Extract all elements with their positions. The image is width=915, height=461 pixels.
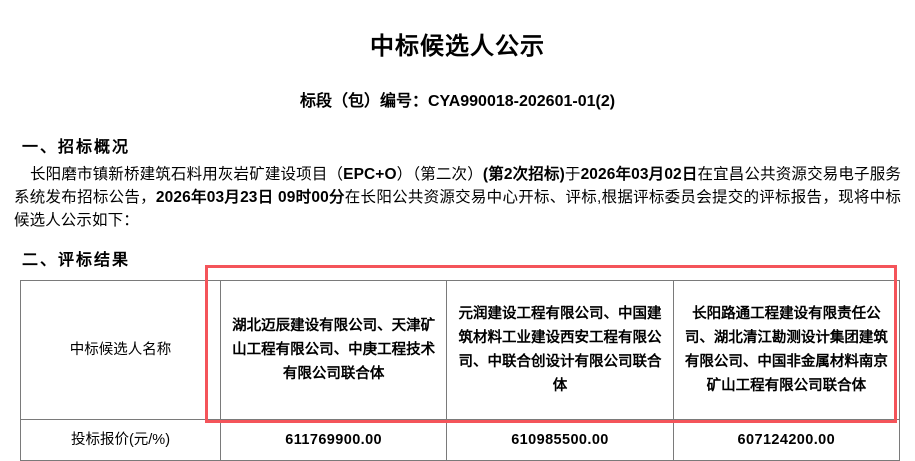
row-label-bid-price: 投标报价(元/%) [20,419,221,461]
bid-price-2: 610985500.00 [446,419,674,461]
section-heading-evaluation-result: 二、评标结果 [22,252,131,269]
row-label-candidate-name: 中标候选人名称 [20,280,221,420]
page-title: 中标候选人公示 [370,33,545,60]
table-row: 投标报价(元/%) 611769900.00 610985500.00 6071… [20,419,901,461]
document-page: 中标候选人公示 标段（包）编号：CYA990018-202601-01(2) 一… [0,33,915,461]
candidate-name-2: 元润建设工程有限公司、中国建筑材料工业建设西安工程有限公司、中联合创设计有限公司… [446,280,674,420]
paragraph-part-9: 在长阳公共资源交易中心开标、评标,根据评标委员会提交的评标报告，现将中标候选人公… [14,189,901,229]
bid-price-1: 611769900.00 [219,419,448,461]
paragraph-part-2-bold: EPC+O [343,166,397,183]
paragraph-part-8-bold: 2026年03月23日 09时00分 [155,189,345,206]
paragraph-part-1: 长阳磨市镇新桥建筑石料用灰岩矿建设项目（ [30,166,344,183]
table-row: 中标候选人名称 湖北迈辰建设有限公司、天津矿山工程有限公司、中庚工程技术有限公司… [20,280,901,420]
paragraph-part-7: 在宜昌公共资源交易电子服务系统发布招标公告， [14,166,901,206]
paragraph-part-6-bold: 2026年03月02日 [580,166,698,183]
evaluation-table-container: 中标候选人名称 湖北迈辰建设有限公司、天津矿山工程有限公司、中庚工程技术有限公司… [0,270,915,461]
overview-paragraph: 长阳磨市镇新桥建筑石料用灰岩矿建设项目（EPC+O）（第二次）(第2次招标)于2… [0,157,915,232]
section-package-number: 标段（包）编号：CYA990018-202601-01(2) [299,93,616,110]
evaluation-result-table: 中标候选人名称 湖北迈辰建设有限公司、天津矿山工程有限公司、中庚工程技术有限公司… [20,280,901,461]
candidate-name-3: 长阳路通工程建设有限责任公司、湖北清江勘测设计集团建筑有限公司、中国非金属材料南… [672,280,901,420]
section-heading-overview: 一、招标概况 [22,139,131,156]
paragraph-part-4-bold: (第2次招标) [482,166,565,183]
paragraph-part-3: ）（第二次） [396,166,483,183]
bid-price-3: 607124200.00 [672,419,901,461]
paragraph-part-5: 于 [564,166,581,183]
candidate-name-1: 湖北迈辰建设有限公司、天津矿山工程有限公司、中庚工程技术有限公司联合体 [219,280,448,420]
